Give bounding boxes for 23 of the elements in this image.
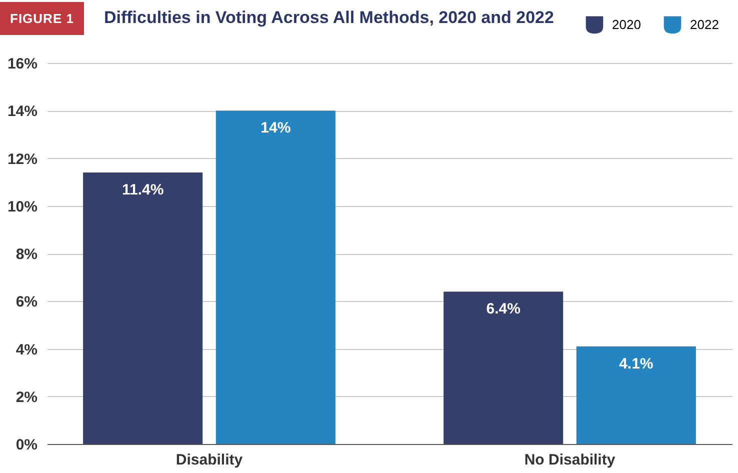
x-tick-label: Disability: [176, 452, 244, 468]
y-tick-label: 6%: [16, 294, 38, 311]
data-label: 14%: [260, 120, 291, 137]
y-tick-label: 2%: [16, 388, 38, 406]
x-tick-label: No Disability: [524, 452, 616, 468]
bar: [216, 110, 336, 444]
bar: [83, 172, 203, 444]
bar: [444, 292, 564, 444]
y-tick-label: 10%: [7, 198, 38, 216]
caption: FIGURE 1: [0, 2, 84, 34]
chart-title: Difficulties in Voting Across All Methods, 2020 and 2022: [104, 8, 554, 28]
data-label: 4.1%: [619, 355, 654, 372]
y-tick-label: 12%: [7, 150, 38, 168]
y-tick-label: 14%: [7, 103, 38, 120]
y-tick-label: 0%: [16, 436, 38, 454]
data-label: 11.4%: [122, 182, 164, 199]
y-tick-label: 4%: [16, 341, 38, 358]
legend-label: 2022: [690, 16, 719, 32]
bar: [576, 346, 696, 444]
data-label: 6.4%: [486, 300, 520, 318]
legend-label: 2020: [612, 16, 641, 32]
y-tick-label: 8%: [16, 246, 38, 263]
y-tick-label: 16%: [7, 56, 38, 72]
